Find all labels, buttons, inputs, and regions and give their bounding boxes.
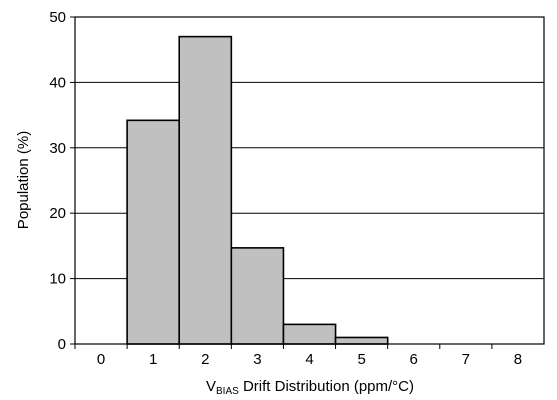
x-tick-label-0: 0 [97, 351, 105, 368]
x-axis-title-rest: Drift Distribution (ppm/°C) [239, 378, 414, 395]
x-tick-label-7: 7 [462, 351, 470, 368]
y-tick-label-0: 0 [58, 336, 66, 353]
bar-4 [282, 323, 337, 345]
x-tick-label-4: 4 [305, 351, 313, 368]
bar-5 [334, 336, 389, 345]
y-tick-label-30: 30 [49, 140, 66, 157]
x-tick-label-5: 5 [357, 351, 365, 368]
plot-area-frame [74, 16, 545, 345]
x-tick-label-1: 1 [149, 351, 157, 368]
y-tick-label-20: 20 [49, 205, 66, 222]
bar-3 [230, 247, 285, 345]
x-axis-title: VBIAS Drift Distribution (ppm/°C) [206, 378, 414, 397]
bar-1 [126, 119, 181, 345]
y-tick-label-50: 50 [49, 9, 66, 26]
y-tick-label-40: 40 [49, 74, 66, 91]
y-tick-label-10: 10 [49, 271, 66, 288]
x-tick-label-3: 3 [253, 351, 261, 368]
x-tick-labels: 0 1 2 3 4 5 6 7 8 [74, 344, 522, 368]
x-tick-label-2: 2 [201, 351, 209, 368]
x-tick-label-6: 6 [410, 351, 418, 368]
bar-2 [178, 35, 233, 345]
y-tick-labels: 0 10 20 30 40 50 [49, 9, 75, 353]
x-axis-title-main: V [206, 378, 216, 395]
y-axis-title: Population (%) [15, 131, 32, 229]
x-tick-label-8: 8 [514, 351, 522, 368]
x-axis-title-subscript: BIAS [216, 386, 239, 397]
